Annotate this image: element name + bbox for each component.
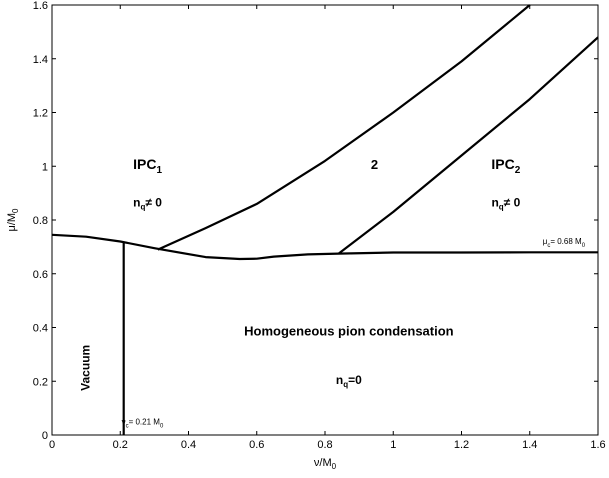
x-tick-label: 0.6 <box>249 439 264 451</box>
x-tick-label: 0.8 <box>317 439 332 451</box>
y-tick-label: 1.6 <box>33 0 48 12</box>
plot-area <box>51 4 599 436</box>
x-tick-label: 0 <box>49 439 55 451</box>
x-tick-label: 1.6 <box>590 439 605 451</box>
y-tick-label: 0 <box>42 430 48 442</box>
x-tick-label: 0.2 <box>113 439 128 451</box>
nu-critical-annotation: νc= 0.21 M0 <box>122 417 164 429</box>
region-labels: IPC1 nq≠ 0 2 IPC2 nq≠ 0 Homogeneous pion cond… <box>79 156 586 429</box>
phase-boundary-1 <box>51 233 598 261</box>
homogeneous-region-label: Homogeneous pion condensation <box>244 324 454 339</box>
y-tick-label: 1 <box>42 161 48 173</box>
homogeneous-nq-label: nq=0 <box>336 373 362 389</box>
vacuum-region-label: Vacuum <box>79 345 93 391</box>
region-2-label: 2 <box>371 157 378 172</box>
x-tick-label: 1.4 <box>522 439 537 451</box>
x-axis-label: ν/M0 <box>314 457 337 471</box>
mu-critical-annotation: μc= 0.68 M0 <box>543 237 586 249</box>
x-tick-label: 0.4 <box>181 439 196 451</box>
y-tick-label: 0.2 <box>33 376 48 388</box>
x-tick-label: 1.2 <box>454 439 469 451</box>
phase-boundaries <box>51 4 599 435</box>
ipc1-nq-label: nq≠ 0 <box>133 196 162 212</box>
phase-boundary-4 <box>337 36 599 255</box>
ipc2-region-label: IPC2 <box>491 156 520 176</box>
y-tick-label: 1.4 <box>33 54 48 66</box>
ipc2-nq-label: nq≠ 0 <box>491 196 520 212</box>
y-tick-label: 0.4 <box>33 323 48 335</box>
x-tick-label: 1 <box>390 439 396 451</box>
phase-boundary-3 <box>157 4 531 251</box>
y-tick-label: 1.2 <box>33 108 48 120</box>
ipc1-region-label: IPC1 <box>133 156 162 176</box>
y-tick-label: 0.6 <box>33 269 48 281</box>
y-tick-label: 0.8 <box>33 215 48 227</box>
y-axis-label: μ/M0 <box>6 208 20 232</box>
axis-ticks: 0 0.2 0.4 0.6 0.8 1 1.2 1.4 1.6 0 0.2 0.4 0.6 0.8 1 1.2… <box>33 0 606 451</box>
